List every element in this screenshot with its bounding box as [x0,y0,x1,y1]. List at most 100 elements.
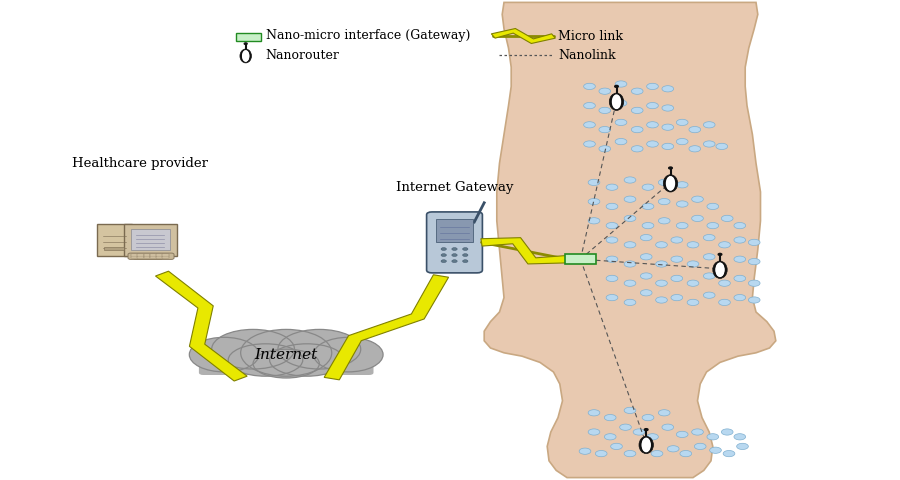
Circle shape [583,122,596,128]
FancyBboxPatch shape [138,254,144,256]
Circle shape [704,141,716,147]
Text: Internet Gateway: Internet Gateway [396,181,513,194]
Circle shape [646,434,659,440]
Circle shape [691,215,704,222]
FancyBboxPatch shape [138,256,144,258]
Ellipse shape [253,349,320,378]
Circle shape [722,215,734,222]
Circle shape [452,248,457,251]
Circle shape [607,276,617,281]
Circle shape [704,292,716,298]
Text: Nanorouter: Nanorouter [266,48,339,62]
Circle shape [662,105,673,111]
Circle shape [625,300,635,306]
Circle shape [610,444,623,449]
Circle shape [677,139,688,145]
Circle shape [662,124,673,130]
Circle shape [631,146,643,152]
Circle shape [722,429,734,435]
Circle shape [734,223,745,229]
Polygon shape [481,238,568,264]
Circle shape [704,253,716,260]
Circle shape [463,253,468,256]
Circle shape [655,261,668,267]
Circle shape [677,201,688,207]
Circle shape [463,260,468,263]
Circle shape [670,256,682,262]
Circle shape [441,248,446,251]
Circle shape [625,261,635,267]
FancyBboxPatch shape [156,254,163,256]
Circle shape [631,107,643,113]
Circle shape [724,450,734,457]
Ellipse shape [716,263,724,277]
Circle shape [607,223,617,229]
Circle shape [644,429,648,431]
Circle shape [599,107,611,113]
Circle shape [662,144,673,150]
Circle shape [589,217,599,224]
Circle shape [640,234,652,241]
Ellipse shape [609,93,624,110]
Circle shape [670,276,682,281]
Circle shape [244,43,248,45]
Circle shape [599,146,611,152]
Circle shape [583,102,596,109]
Circle shape [583,84,596,90]
Circle shape [688,261,699,267]
Circle shape [589,429,599,435]
Circle shape [631,88,643,94]
Circle shape [718,253,722,255]
Circle shape [670,294,682,300]
Ellipse shape [612,95,621,109]
Ellipse shape [240,329,332,376]
Circle shape [655,297,668,303]
Circle shape [669,167,672,169]
Circle shape [625,215,635,222]
Circle shape [707,434,719,440]
Polygon shape [156,271,248,381]
Circle shape [625,242,635,248]
Circle shape [616,81,626,87]
Circle shape [662,85,673,92]
Circle shape [605,414,617,420]
Ellipse shape [666,176,675,191]
Circle shape [734,256,745,262]
Ellipse shape [663,175,678,192]
Circle shape [659,409,670,416]
Circle shape [452,260,457,263]
Circle shape [688,300,699,306]
Circle shape [677,431,688,438]
Circle shape [441,253,446,256]
Ellipse shape [713,261,727,278]
Circle shape [452,253,457,256]
Circle shape [646,84,659,90]
Circle shape [718,300,731,306]
Circle shape [616,100,626,107]
Ellipse shape [666,176,675,191]
Text: Nano-micro interface (Gateway): Nano-micro interface (Gateway) [266,29,470,43]
Circle shape [607,294,617,300]
Circle shape [734,276,745,281]
Circle shape [643,184,653,190]
FancyBboxPatch shape [236,33,261,41]
Polygon shape [324,275,448,380]
Ellipse shape [313,337,383,372]
Circle shape [734,434,745,440]
Circle shape [691,196,704,203]
Circle shape [718,280,731,286]
Ellipse shape [716,263,724,277]
Circle shape [583,141,596,147]
FancyBboxPatch shape [565,254,596,264]
Circle shape [599,88,611,94]
Circle shape [646,141,659,147]
Circle shape [670,237,682,243]
Circle shape [704,234,716,241]
Circle shape [659,179,670,185]
Polygon shape [491,28,555,44]
Ellipse shape [240,49,251,63]
Circle shape [655,280,668,286]
Circle shape [748,240,760,246]
Circle shape [646,122,659,128]
Ellipse shape [242,50,249,61]
